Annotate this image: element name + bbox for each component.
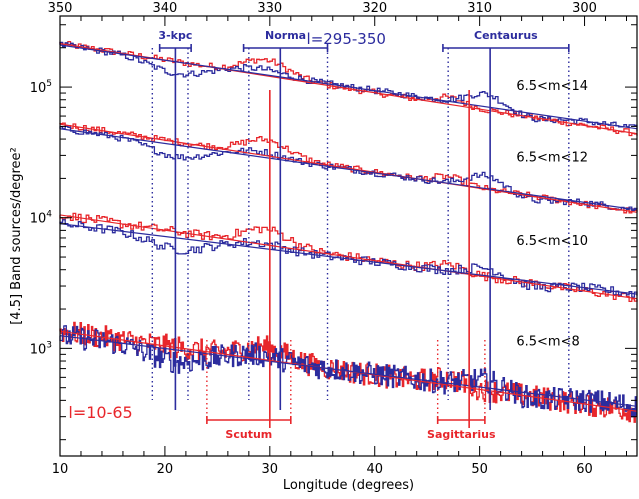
y-axis-label: [4.5] Band sources/degree² [9,147,24,325]
blue-fit-6.5<m<10 [59,223,638,295]
x-tick-label: 50 [471,462,488,477]
blue-range-annotation: l=295-350 [307,30,386,48]
x-tick-label: 30 [262,462,279,477]
blue-fit-6.5<m<8 [59,335,638,407]
axes: 10 20 30 40 50 60 350 340 330 320 310 300 103 104 105 [30,1,637,477]
y-tick-label: 104 [30,210,53,227]
x-tick-label: 20 [157,462,174,477]
top-tick-label: 330 [257,1,282,16]
blue-trace-6.5<m<8 [59,325,638,418]
blue-fit-6.5<m<12 [59,128,638,211]
blue-region-3-kpc-label: 3-kpc [158,29,192,42]
blue-region-centaurus-label: Centaurus [474,29,538,42]
x-tick-label: 10 [52,462,69,477]
x-axis-label: Longitude (degrees) [283,478,414,493]
red-region-sagittarius-label: Sagittarius [427,428,496,441]
red-range-annotation: l=10-65 [68,403,132,422]
top-tick-label: 350 [48,1,73,16]
plot-area [59,40,638,423]
top-tick-label: 320 [362,1,387,16]
y-tick-label: 105 [30,79,52,96]
region-markers: 3-kpc Norma Centaurus Scutum Sagittarius [151,29,570,441]
bin-label-6.5<m<12: 6.5<m<12 [516,150,588,165]
blue-trace-6.5<m<12 [59,125,638,212]
x-tick-label: 60 [576,462,593,477]
bin-label-6.5<m<8: 6.5<m<8 [516,335,579,350]
blue-fit-6.5<m<14 [59,44,638,130]
top-tick-label: 300 [572,1,597,16]
blue-region-norma-label: Norma [265,29,306,42]
bin-label-6.5<m<10: 6.5<m<10 [516,234,588,249]
top-tick-label: 340 [152,1,177,16]
red-trace-6.5<m<12 [59,122,638,214]
plot-frame [59,15,638,457]
red-region-scutum-label: Scutum [225,428,272,441]
top-tick-label: 310 [467,1,492,16]
red-fit-6.5<m<12 [59,123,638,213]
red-fit-6.5<m<10 [59,214,638,300]
x-tick-label: 40 [366,462,383,477]
bin-label-6.5<m<14: 6.5<m<14 [516,79,588,94]
y-tick-label: 103 [30,340,52,357]
